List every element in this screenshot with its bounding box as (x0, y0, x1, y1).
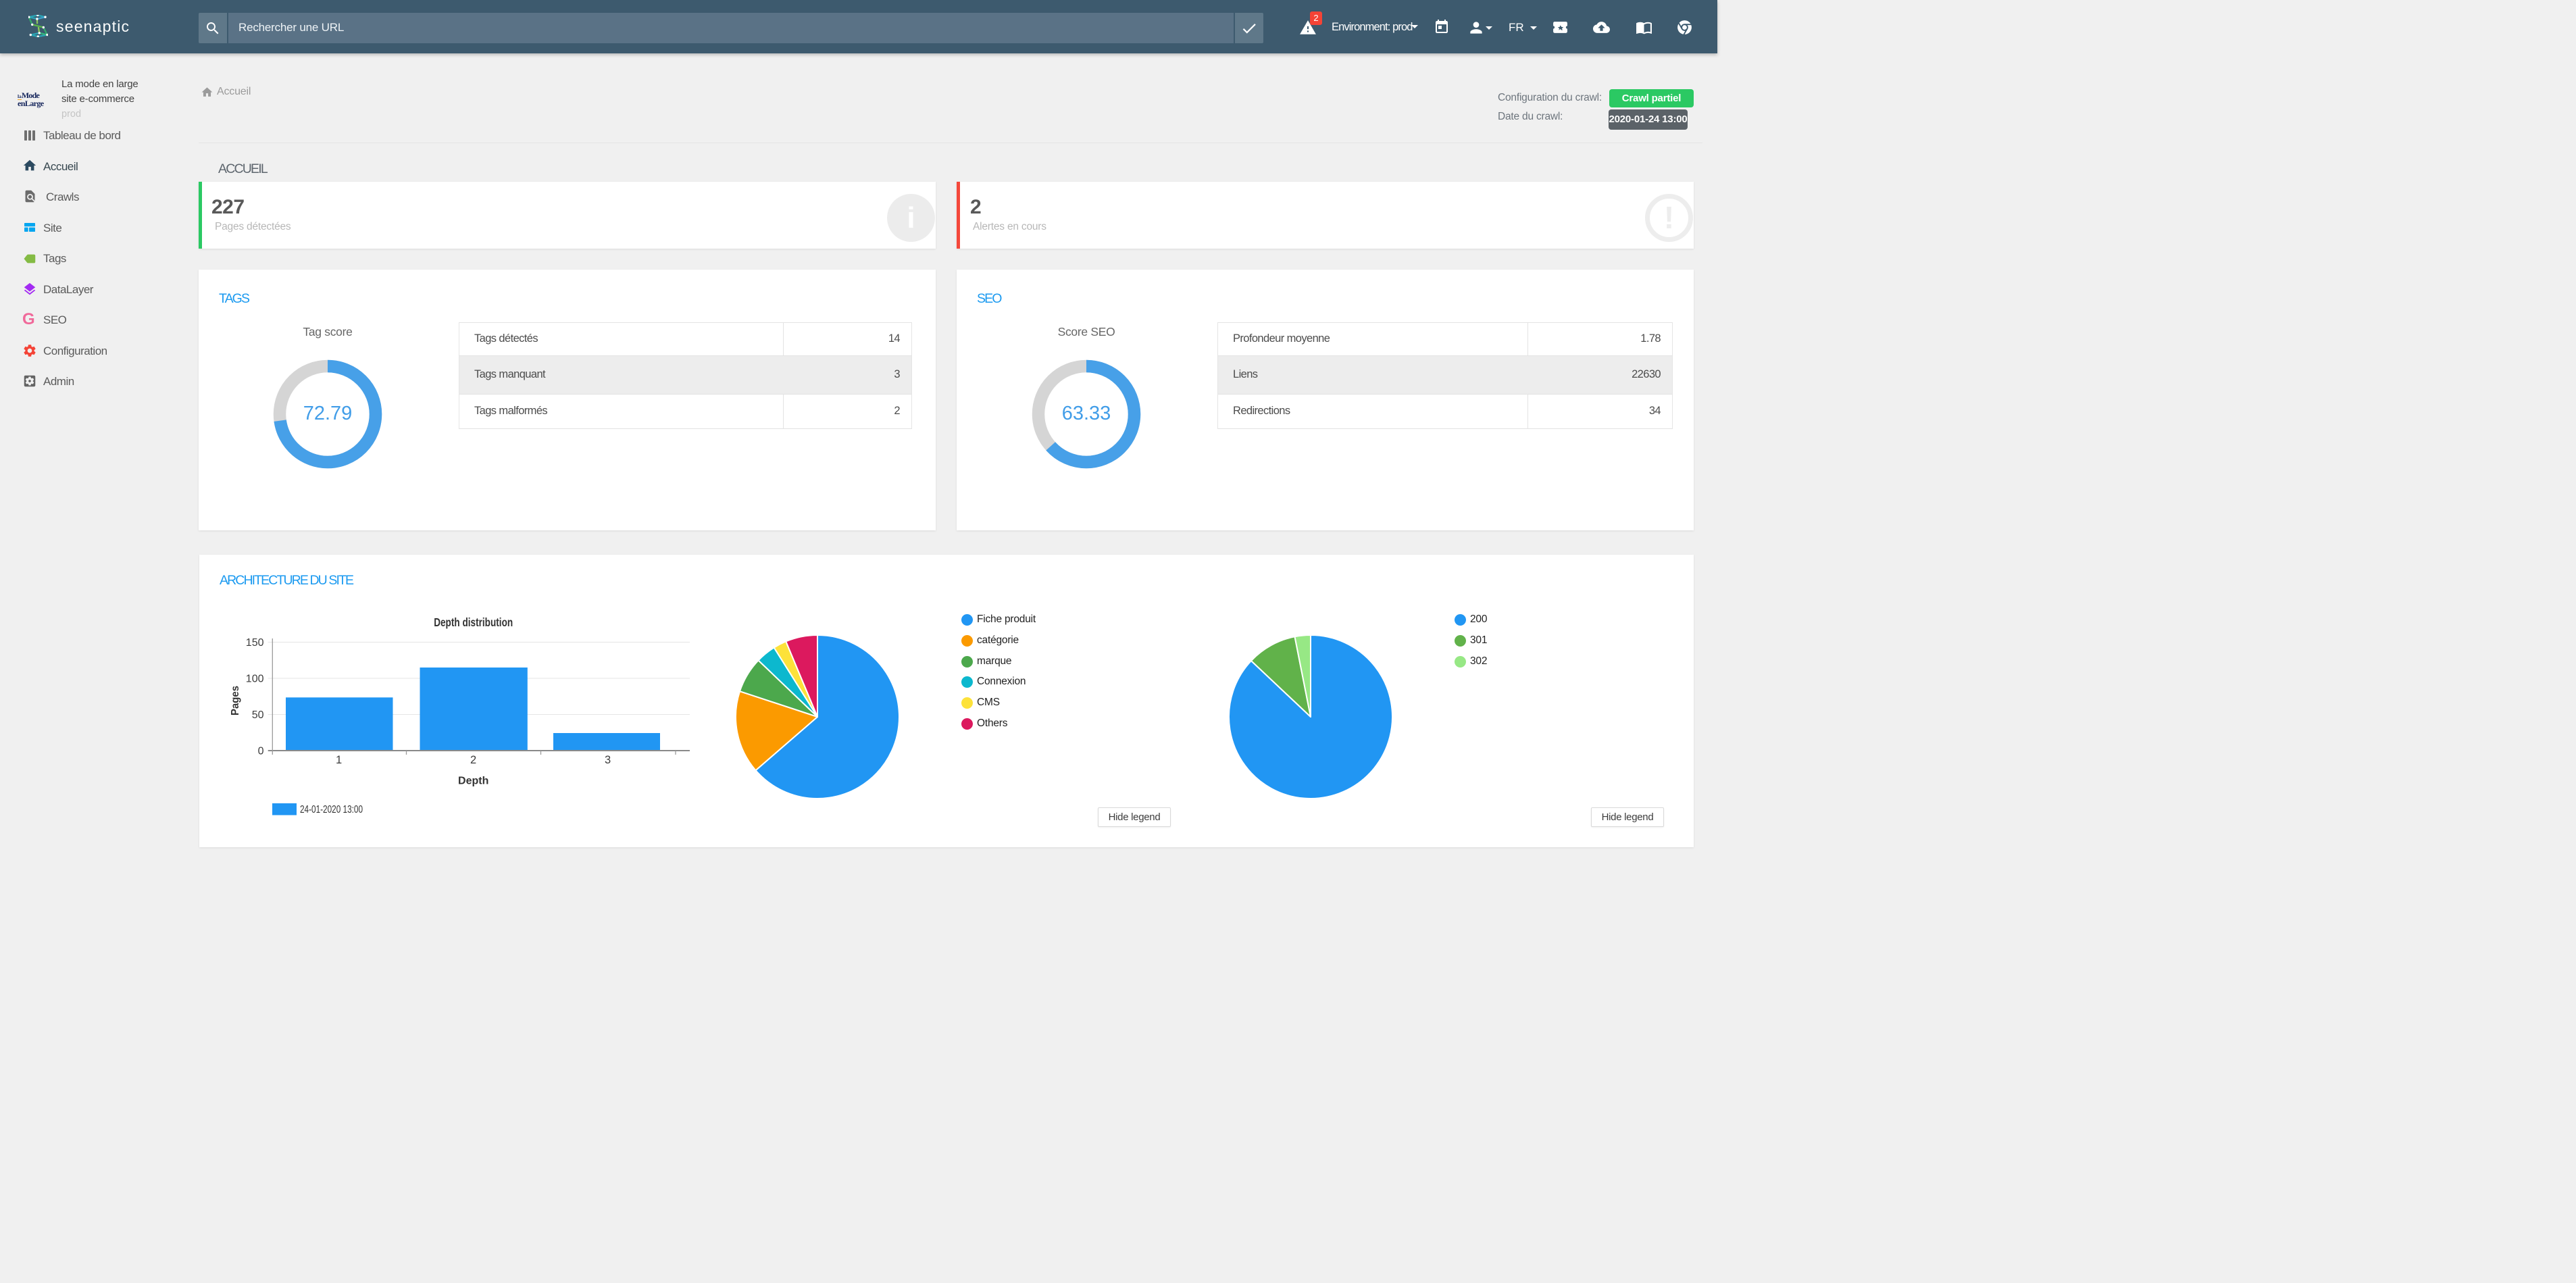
svg-text:Depth: Depth (458, 776, 488, 787)
svg-text:0: 0 (258, 746, 264, 757)
svg-text:100: 100 (246, 674, 264, 685)
svg-text:50: 50 (252, 709, 264, 721)
svg-text:Pages: Pages (230, 686, 241, 715)
svg-text:1: 1 (336, 754, 342, 766)
svg-text:Depth distribution: Depth distribution (434, 615, 513, 629)
svg-text:24-01-2020 13:00: 24-01-2020 13:00 (300, 804, 363, 815)
svg-text:2: 2 (470, 754, 476, 766)
svg-text:150: 150 (246, 637, 264, 649)
svg-text:3: 3 (605, 754, 611, 766)
